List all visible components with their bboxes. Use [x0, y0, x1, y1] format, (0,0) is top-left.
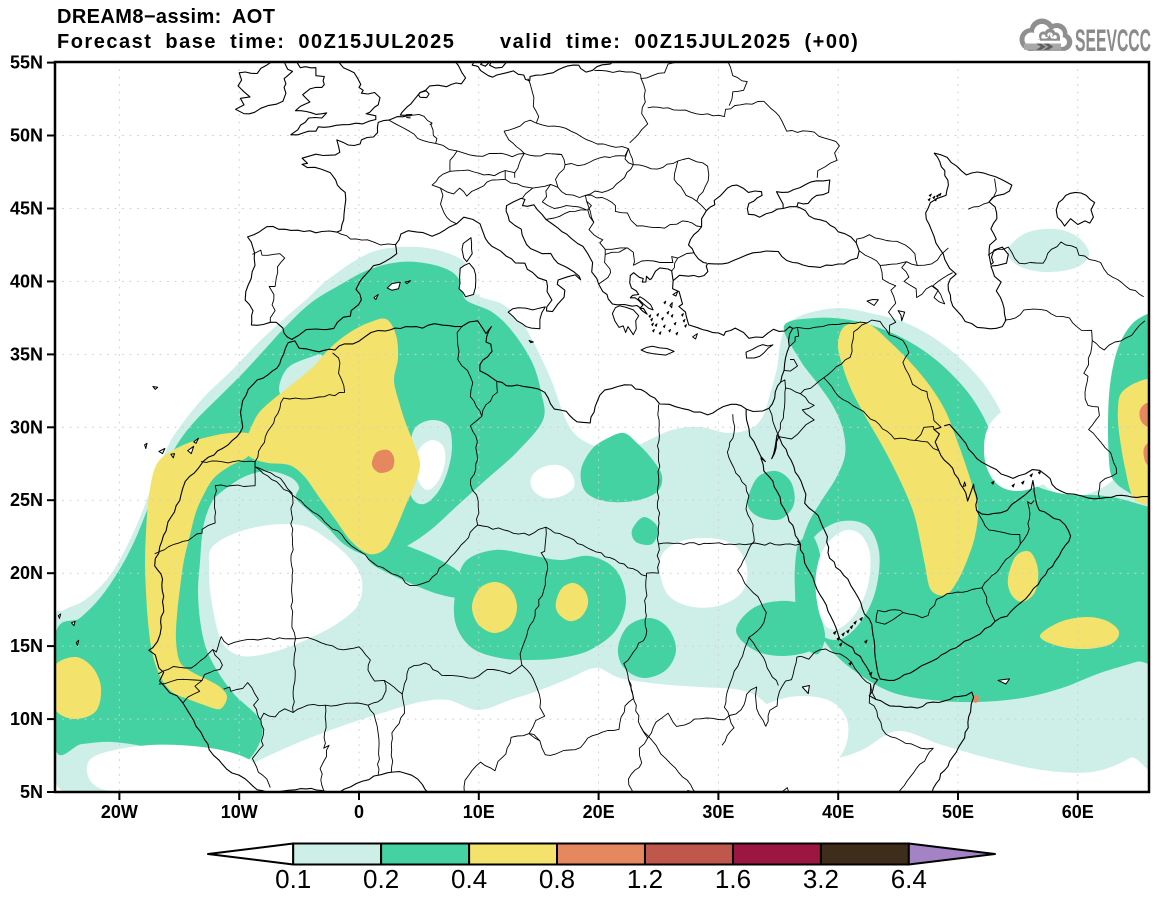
svg-text:5N: 5N	[20, 782, 43, 802]
svg-text:3.2: 3.2	[803, 864, 839, 894]
svg-text:30E: 30E	[702, 802, 734, 822]
svg-text:20W: 20W	[101, 802, 138, 822]
svg-text:40N: 40N	[10, 271, 43, 291]
svg-text:0.2: 0.2	[363, 864, 399, 894]
svg-text:10W: 10W	[221, 802, 258, 822]
svg-text:40E: 40E	[822, 802, 854, 822]
svg-text:20E: 20E	[583, 802, 615, 822]
svg-text:50N: 50N	[10, 126, 43, 146]
svg-text:50E: 50E	[942, 802, 974, 822]
svg-text:45N: 45N	[10, 199, 43, 219]
svg-text:35N: 35N	[10, 344, 43, 364]
svg-text:0.8: 0.8	[539, 864, 575, 894]
svg-text:1.6: 1.6	[715, 864, 751, 894]
svg-text:10N: 10N	[10, 709, 43, 729]
svg-text:0: 0	[354, 802, 364, 822]
svg-text:0.4: 0.4	[451, 864, 487, 894]
svg-text:55N: 55N	[10, 53, 43, 73]
svg-text:20N: 20N	[10, 563, 43, 583]
svg-text:DREAM8−assim: AOT: DREAM8−assim: AOT	[57, 6, 275, 28]
svg-text:6.4: 6.4	[891, 864, 927, 894]
svg-text:10E: 10E	[463, 802, 495, 822]
svg-text:15N: 15N	[10, 636, 43, 656]
svg-text:SEEVCCC: SEEVCCC	[1075, 22, 1151, 58]
svg-text:1.2: 1.2	[627, 864, 663, 894]
svg-text:30N: 30N	[10, 417, 43, 437]
svg-text:0.1: 0.1	[275, 864, 311, 894]
svg-text:25N: 25N	[10, 490, 43, 510]
svg-text:60E: 60E	[1062, 802, 1094, 822]
